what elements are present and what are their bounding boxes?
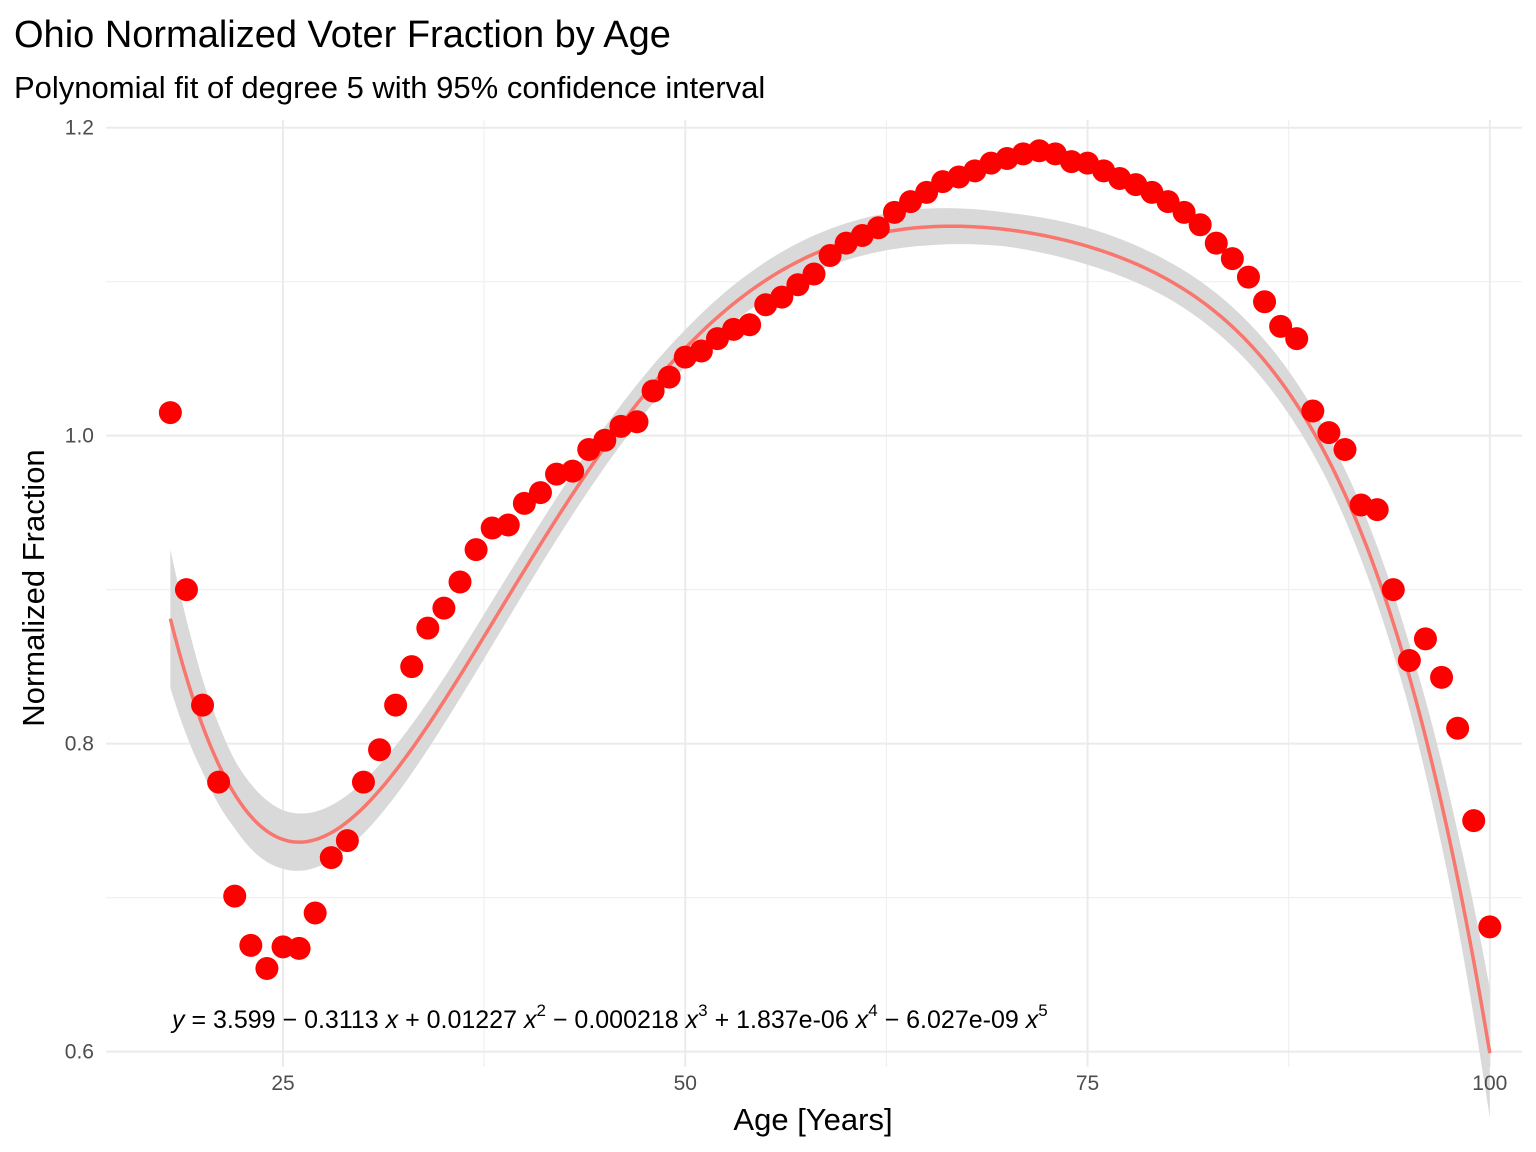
data-point: [255, 956, 279, 980]
data-point: [625, 410, 649, 434]
data-point: [351, 770, 375, 794]
data-point: [191, 693, 215, 717]
data-point: [1253, 290, 1277, 314]
data-point: [400, 655, 424, 679]
data-point: [802, 262, 826, 286]
y-tick-label: 0.8: [65, 733, 94, 756]
data-point: [303, 901, 327, 925]
data-point: [448, 570, 472, 594]
data-point: [1301, 399, 1325, 423]
x-tick-labels: 25 50 75 100: [271, 1072, 1507, 1095]
data-point: [368, 738, 392, 762]
data-point: [1413, 627, 1437, 651]
x-axis-title: Age [Years]: [733, 1102, 892, 1137]
fit-line: [168, 224, 1492, 1054]
data-point: [1172, 200, 1196, 224]
data-point: [1220, 247, 1244, 271]
y-tick-label: 0.6: [65, 1041, 94, 1064]
data-point: [641, 379, 665, 403]
data-point: [1188, 213, 1212, 237]
data-point: [287, 936, 311, 960]
data-point: [528, 481, 552, 505]
data-point: [1446, 716, 1470, 740]
data-point: [207, 770, 231, 794]
y-axis-title: Normalized Fraction: [16, 449, 51, 726]
data-point: [1430, 665, 1454, 689]
data-point: [1269, 314, 1293, 338]
data-point: [416, 616, 440, 640]
data-point: [158, 401, 182, 425]
fit-equation: y = 3.599 − 0.3113 x + 0.01227 x2​ − 0.0…: [170, 1001, 1048, 1034]
data-point: [770, 285, 794, 309]
data-point: [1317, 421, 1341, 445]
data-point: [464, 538, 488, 562]
data-point: [223, 884, 247, 908]
data-point: [239, 933, 263, 957]
data-point: [1285, 327, 1309, 351]
x-tick-label: 25: [271, 1072, 294, 1095]
x-tick-label: 100: [1472, 1072, 1507, 1095]
data-point: [432, 596, 456, 620]
y-tick-label: 1.0: [65, 425, 94, 448]
x-tick-label: 75: [1076, 1072, 1099, 1095]
data-point: [319, 846, 343, 870]
x-tick-label: 50: [674, 1072, 697, 1095]
data-point: [335, 829, 359, 853]
data-point: [1236, 265, 1260, 289]
data-point: [1478, 915, 1502, 939]
y-tick-label: 1.2: [65, 117, 94, 140]
data-point: [1397, 648, 1421, 672]
data-point: [561, 459, 585, 483]
data-point: [174, 578, 198, 602]
y-tick-labels: 0.6 0.8 1.0 1.2: [65, 117, 94, 1064]
data-point: [1462, 809, 1486, 833]
data-point: [738, 313, 762, 337]
grid-major: [106, 120, 1522, 1067]
data-point: [657, 365, 681, 389]
data-point: [1365, 498, 1389, 522]
chart-title: Ohio Normalized Voter Fraction by Age: [14, 14, 671, 56]
data-point: [593, 428, 617, 452]
data-point: [496, 513, 520, 537]
data-point: [1333, 438, 1357, 462]
data-point: [1204, 231, 1228, 255]
data-point: [384, 693, 408, 717]
data-point: [1381, 578, 1405, 602]
data-point: [689, 339, 713, 363]
chart-subtitle: Polynomial fit of degree 5 with 95% conf…: [14, 70, 765, 105]
data-point: [818, 244, 842, 268]
data-points: [158, 139, 1502, 980]
data-point: [866, 216, 890, 240]
